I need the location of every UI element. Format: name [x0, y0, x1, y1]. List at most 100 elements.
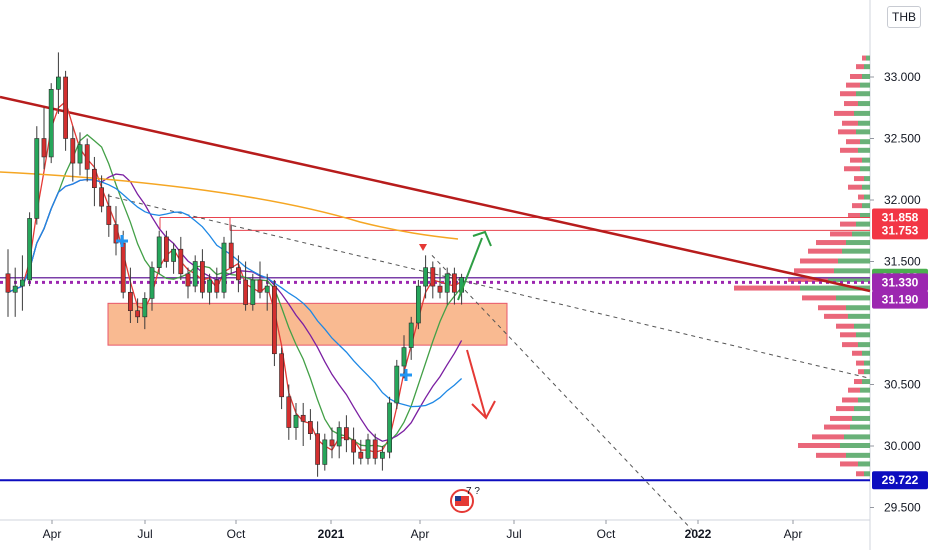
plot-area	[0, 0, 870, 520]
volume-bar	[864, 64, 870, 70]
volume-bar	[842, 342, 858, 348]
price-badge	[872, 471, 928, 490]
candle	[221, 242, 227, 293]
candle	[401, 347, 407, 367]
volume-bar	[848, 313, 870, 319]
candle	[336, 427, 342, 447]
candle	[257, 279, 263, 293]
volume-bar	[838, 129, 856, 135]
candle	[343, 427, 349, 441]
volume-bar	[824, 424, 850, 430]
volume-bar	[838, 258, 870, 264]
downtrend-line	[0, 95, 871, 293]
candle	[250, 279, 256, 305]
volume-bar	[860, 82, 870, 88]
volume-bar	[818, 305, 846, 311]
candle	[387, 402, 392, 453]
x-tick-label: Oct	[597, 527, 616, 541]
volume-bar	[856, 91, 870, 97]
volume-bar	[852, 203, 862, 209]
candle	[99, 187, 104, 207]
volume-bar	[846, 452, 870, 458]
candle	[214, 279, 220, 293]
volume-bar	[862, 379, 870, 385]
volume-bar	[860, 166, 870, 172]
price-badge	[872, 221, 928, 240]
volume-bar	[862, 74, 870, 79]
x-tick-label: Jul	[137, 527, 152, 541]
candle	[84, 144, 90, 170]
buy-signal-icon	[400, 373, 412, 377]
candle	[300, 414, 306, 422]
x-tick-label: Jul	[506, 527, 521, 541]
candle	[120, 242, 126, 293]
candle	[423, 267, 428, 287]
candle	[329, 439, 335, 447]
bullish-arrowhead	[472, 230, 492, 247]
volume-bar	[842, 248, 870, 254]
volume-bar	[862, 157, 870, 163]
candlesticks	[5, 52, 464, 477]
volume-bar	[808, 248, 842, 254]
volume-bar	[854, 323, 870, 329]
volume-bar	[830, 231, 852, 237]
candle	[444, 273, 450, 293]
volume-bar	[824, 313, 848, 319]
volume-bar	[834, 268, 870, 274]
candle	[415, 285, 421, 324]
candle	[106, 205, 112, 225]
candle	[293, 414, 299, 428]
currency-label: THB	[892, 10, 916, 24]
candle	[164, 236, 169, 262]
candle	[451, 273, 457, 293]
candle	[92, 168, 97, 189]
volume-bar	[856, 129, 870, 135]
x-tick-label: Apr	[784, 527, 803, 541]
candle	[27, 218, 32, 281]
dashed-trendline	[431, 255, 701, 539]
candle	[286, 396, 292, 428]
event-count: 7 ?	[466, 486, 480, 497]
candle	[128, 291, 133, 312]
volume-bar	[862, 55, 866, 61]
candle	[12, 285, 18, 293]
volume-bar	[858, 147, 870, 153]
volume-bar	[842, 120, 858, 126]
volume-bar	[864, 369, 870, 375]
volume-bar	[840, 443, 870, 448]
x-tick-label: Apr	[411, 527, 430, 541]
candle	[408, 322, 414, 348]
price-badge-label: 29.722	[882, 473, 919, 487]
bearish-arrowhead	[471, 400, 496, 420]
candle	[156, 236, 162, 268]
volume-bar	[840, 147, 858, 153]
volume-bar	[866, 55, 870, 61]
volume-bar	[840, 91, 856, 97]
volume-bar	[864, 176, 870, 182]
price-badge	[872, 273, 928, 292]
y-tick-label: 32.500	[884, 132, 921, 146]
volume-bar	[858, 369, 864, 375]
candle	[200, 261, 205, 293]
volume-bar	[836, 295, 870, 301]
volume-bar	[840, 461, 858, 467]
volume-bar	[848, 387, 860, 393]
candle	[70, 138, 76, 164]
currency-button[interactable]: THB	[887, 6, 921, 28]
volume-bar	[840, 221, 856, 227]
volume-bar	[848, 212, 860, 218]
candle	[207, 279, 212, 293]
volume-bar	[856, 64, 864, 70]
bullish-arrow	[457, 237, 483, 301]
volume-bar	[862, 350, 870, 356]
candle	[113, 224, 119, 244]
volume-bar	[812, 434, 844, 440]
volume-bar	[858, 194, 864, 200]
volume-bar	[846, 305, 870, 311]
candle	[394, 365, 400, 404]
demand-zone	[107, 302, 508, 346]
volume-bar	[844, 434, 870, 440]
volume-bar	[854, 406, 870, 412]
